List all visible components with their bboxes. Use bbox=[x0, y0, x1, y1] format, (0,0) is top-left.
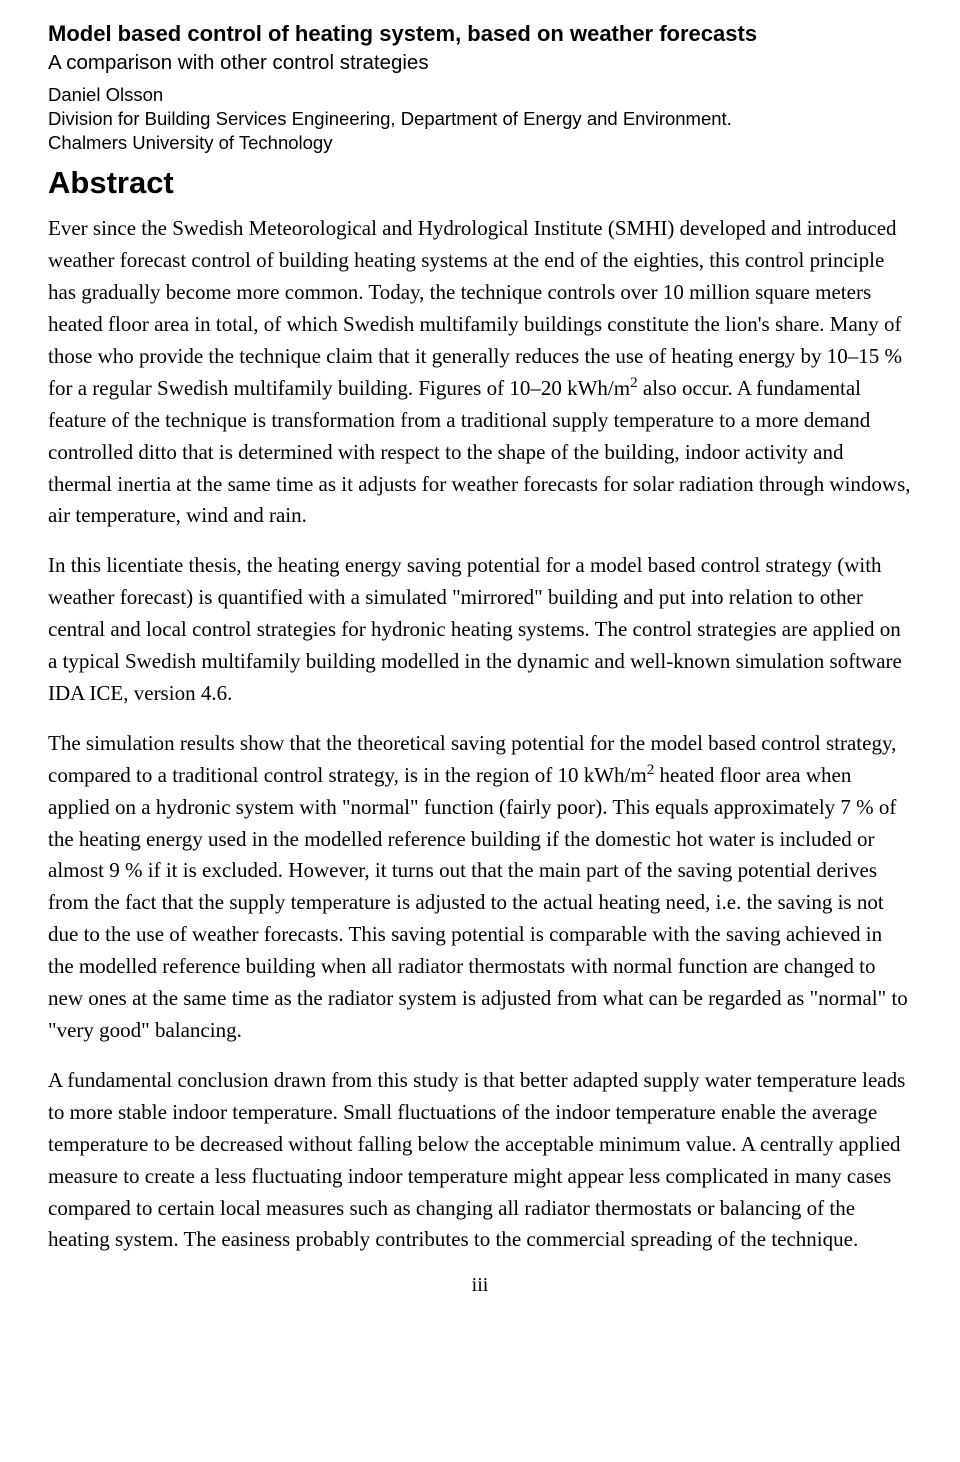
abstract-paragraph-4: A fundamental conclusion drawn from this… bbox=[48, 1065, 912, 1256]
author-name: Daniel Olsson bbox=[48, 83, 912, 107]
page: Model based control of heating system, b… bbox=[0, 0, 960, 1317]
abstract-paragraph-3: The simulation results show that the the… bbox=[48, 728, 912, 1047]
document-subtitle: A comparison with other control strategi… bbox=[48, 50, 912, 76]
document-title: Model based control of heating system, b… bbox=[48, 20, 912, 48]
paragraph-text: heated floor area when applied on a hydr… bbox=[48, 763, 908, 1042]
division-line: Division for Building Services Engineeri… bbox=[48, 107, 912, 131]
university-line: Chalmers University of Technology bbox=[48, 131, 912, 155]
page-number: iii bbox=[48, 1274, 912, 1297]
superscript: 2 bbox=[630, 375, 638, 391]
abstract-paragraph-2: In this licentiate thesis, the heating e… bbox=[48, 550, 912, 710]
paragraph-text: Ever since the Swedish Meteorological an… bbox=[48, 216, 902, 400]
abstract-paragraph-1: Ever since the Swedish Meteorological an… bbox=[48, 213, 912, 532]
abstract-heading: Abstract bbox=[48, 165, 912, 201]
